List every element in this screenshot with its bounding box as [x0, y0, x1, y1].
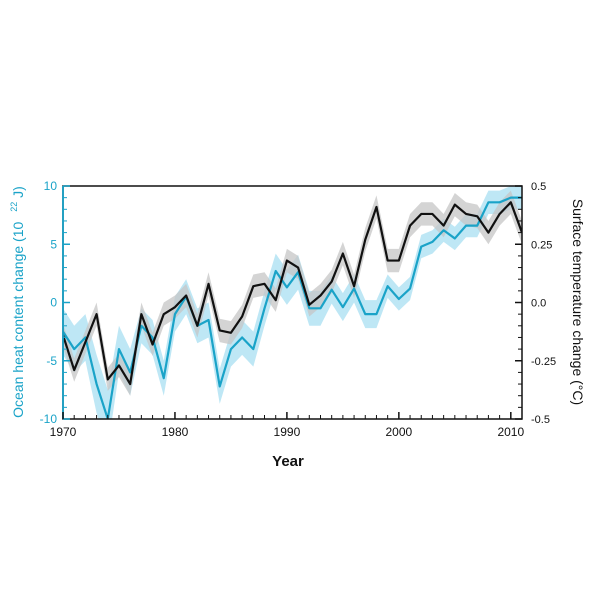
left-y-axis-label-main: Ocean heat content change (10 — [10, 222, 26, 418]
left-y-tick-label: 10 — [44, 179, 58, 193]
x-tick-label: 1970 — [50, 425, 77, 439]
ocean-heat-uncertainty-band — [63, 186, 522, 419]
left-y-tick-label: -5 — [46, 354, 57, 368]
right-y-tick-label: -0.25 — [531, 356, 556, 368]
left-y-axis-label: Ocean heat content change (10 22 J) — [9, 186, 26, 418]
x-tick-label: 1980 — [162, 425, 189, 439]
uncertainty-bands — [63, 186, 522, 419]
right-y-axis-label: Surface temperature change (°C) — [570, 199, 586, 405]
left-y-axis-label-exponent: 22 — [9, 202, 19, 212]
right-y-tick-label: -0.5 — [531, 414, 550, 426]
right-y-tick-label: 0.0 — [531, 298, 546, 310]
left-y-tick-label: 5 — [50, 237, 57, 251]
x-tick-label: 2000 — [386, 425, 413, 439]
right-y-tick-label: 0.5 — [531, 181, 546, 193]
right-y-tick-label: 0.25 — [531, 239, 552, 251]
left-y-tick-label: -10 — [40, 412, 58, 426]
x-axis-label: Year — [272, 453, 304, 470]
axes: 10 5 0 -5 -10 0.5 0.25 0.0 -0.25 -0.5 1970 1980 1990… — [40, 179, 556, 439]
left-y-axis-label-unit: J) — [10, 186, 26, 202]
surface-temperature-uncertainty-band — [63, 190, 522, 396]
x-tick-label: 2010 — [497, 425, 524, 439]
surface-temperature-line — [63, 201, 522, 386]
left-y-tick-label: 0 — [50, 296, 57, 310]
series-lines — [63, 196, 522, 419]
ocean-heat-line — [63, 196, 522, 419]
x-tick-label: 1990 — [274, 425, 301, 439]
